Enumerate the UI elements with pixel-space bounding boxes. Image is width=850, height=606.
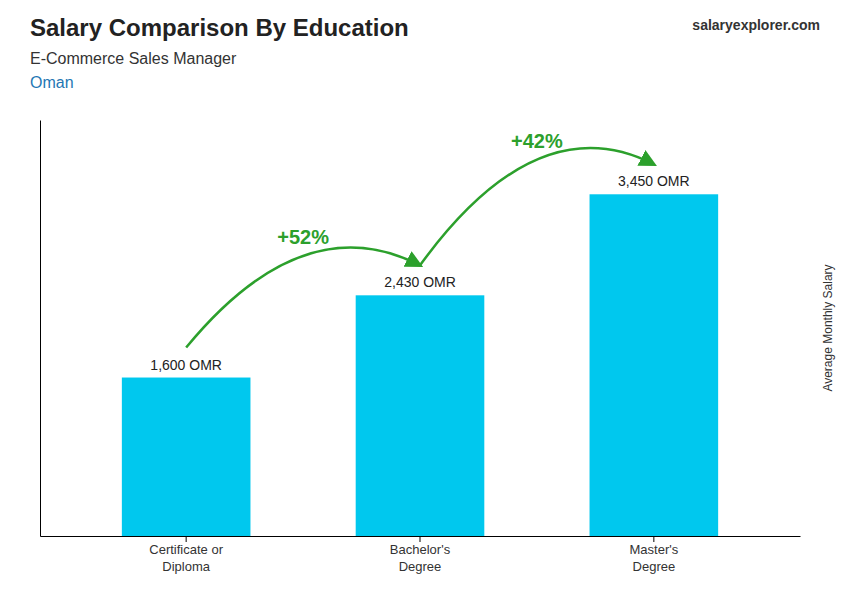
data-labels: 1,600 OMR 2,430 OMR 3,450 OMR	[150, 173, 689, 372]
annotation: +52%	[277, 226, 329, 248]
annotations: +52% +42%	[186, 130, 654, 348]
caption: Oman	[30, 74, 74, 91]
bar	[122, 378, 251, 536]
x-tick-mark	[653, 536, 654, 542]
x-tick-label: Certificate orDiploma	[149, 542, 223, 574]
y-axis	[40, 121, 41, 537]
subtitle: E-Commerce Sales Manager	[30, 50, 237, 67]
bars	[122, 194, 718, 536]
chart: Salary Comparison By Education E-Commerce…	[0, 0, 850, 606]
y-axis-line	[40, 121, 41, 537]
source: salaryexplorer.com	[692, 17, 820, 33]
x-tick-label: Master'sDegree	[629, 542, 678, 574]
bar	[590, 194, 719, 536]
x-tick-mark	[186, 536, 187, 542]
data-label: 2,430 OMR	[384, 274, 456, 290]
x-tick-mark	[420, 536, 421, 542]
title: Salary Comparison By Education	[30, 14, 409, 41]
annotation: +42%	[511, 130, 563, 152]
plot: Certificate orDiploma Bachelor'sDegree Mas…	[41, 121, 801, 575]
x-axis: Certificate orDiploma Bachelor'sDegree Mas…	[41, 536, 801, 574]
data-label: 1,600 OMR	[150, 357, 222, 373]
x-tick: Bachelor'sDegree	[390, 536, 451, 574]
data-label: 3,450 OMR	[618, 173, 690, 189]
x-tick: Master'sDegree	[629, 536, 678, 574]
arrow	[420, 148, 654, 265]
y-axis-title: Average Monthly Salary	[821, 264, 835, 391]
bar	[356, 295, 485, 536]
x-tick: Certificate orDiploma	[149, 536, 223, 574]
x-tick-label: Bachelor'sDegree	[390, 542, 451, 574]
arrow	[186, 248, 420, 348]
